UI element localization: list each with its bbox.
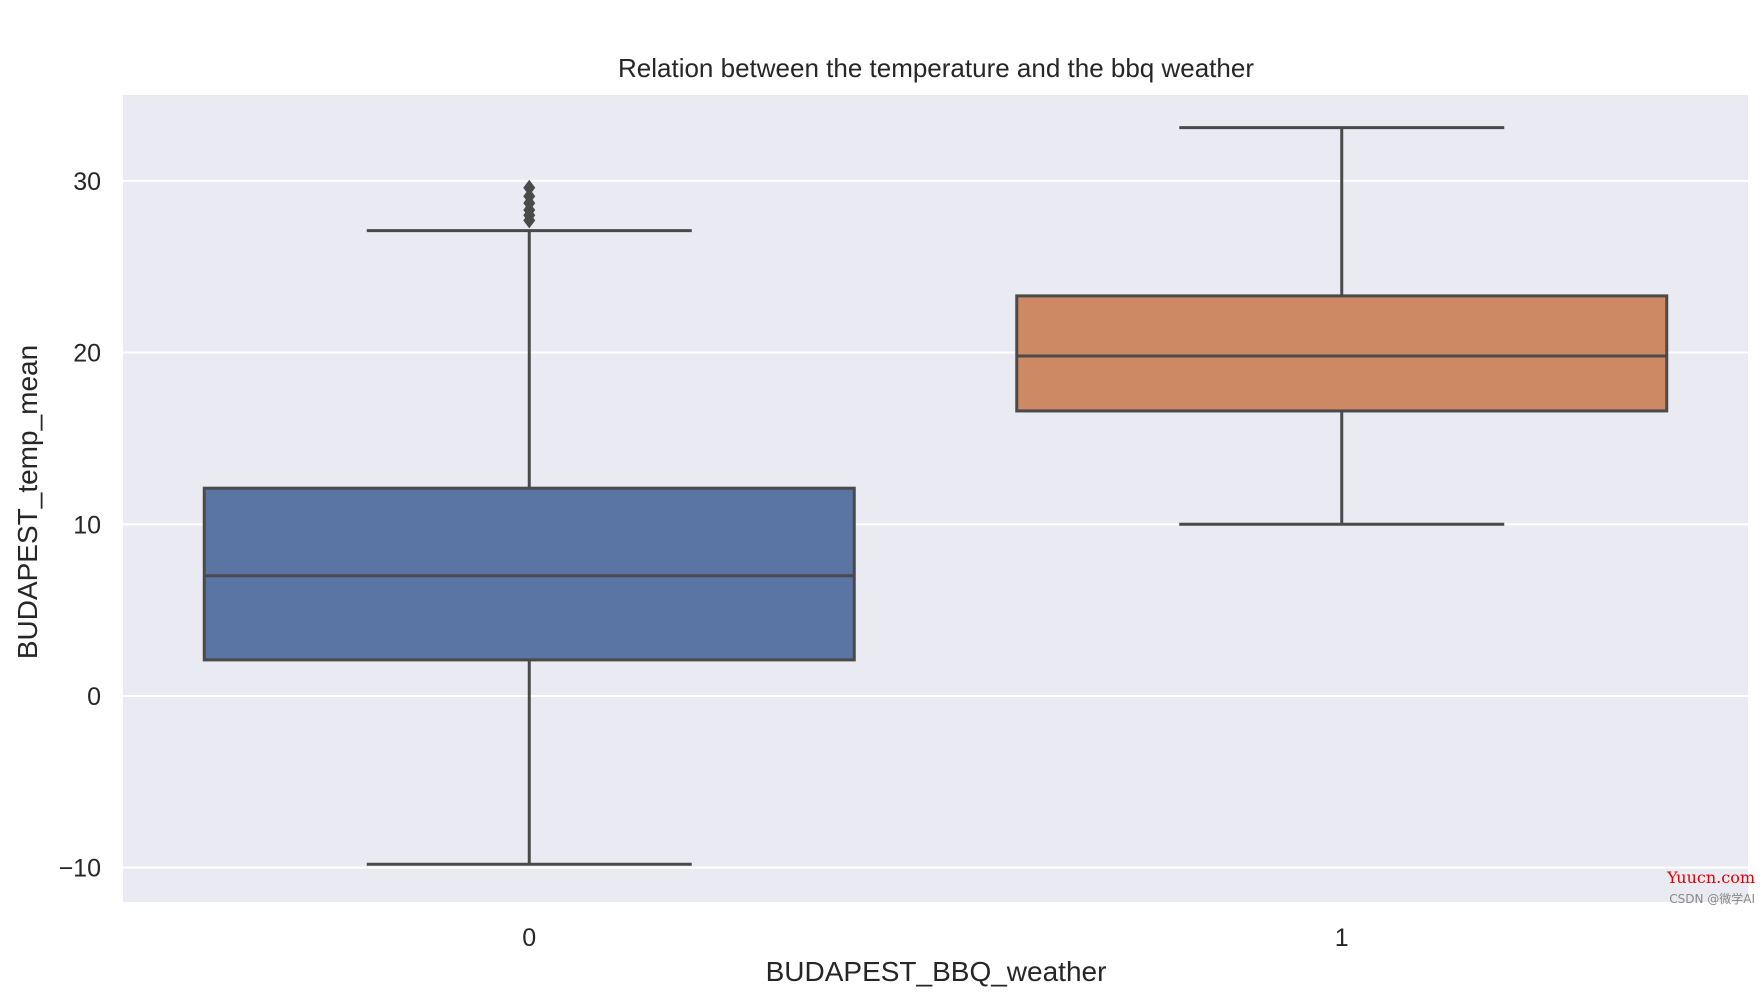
y-tick-label: 30 xyxy=(73,168,101,196)
y-axis-label: BUDAPEST_temp_mean xyxy=(12,345,43,659)
y-tick-label: −10 xyxy=(59,855,101,883)
watermark-credit: CSDN @微学AI xyxy=(1669,892,1755,906)
box-iqr xyxy=(202,486,856,662)
outlier-point xyxy=(523,179,536,196)
y-tick-label: 0 xyxy=(87,683,101,711)
box-group-0 xyxy=(202,179,856,866)
y-tick-label: 20 xyxy=(73,340,101,368)
watermark-site: Yuucn.com xyxy=(1667,868,1755,887)
outlier-point xyxy=(523,188,536,205)
x-tick-label: 1 xyxy=(1335,924,1349,952)
box-group-1 xyxy=(1015,126,1669,526)
box-iqr xyxy=(1015,294,1669,413)
y-tick-label: 10 xyxy=(73,511,101,539)
x-axis-label: BUDAPEST_BBQ_weather xyxy=(766,956,1107,987)
x-tick-label: 0 xyxy=(522,924,536,952)
chart-title: Relation between the temperature and the… xyxy=(618,53,1254,83)
